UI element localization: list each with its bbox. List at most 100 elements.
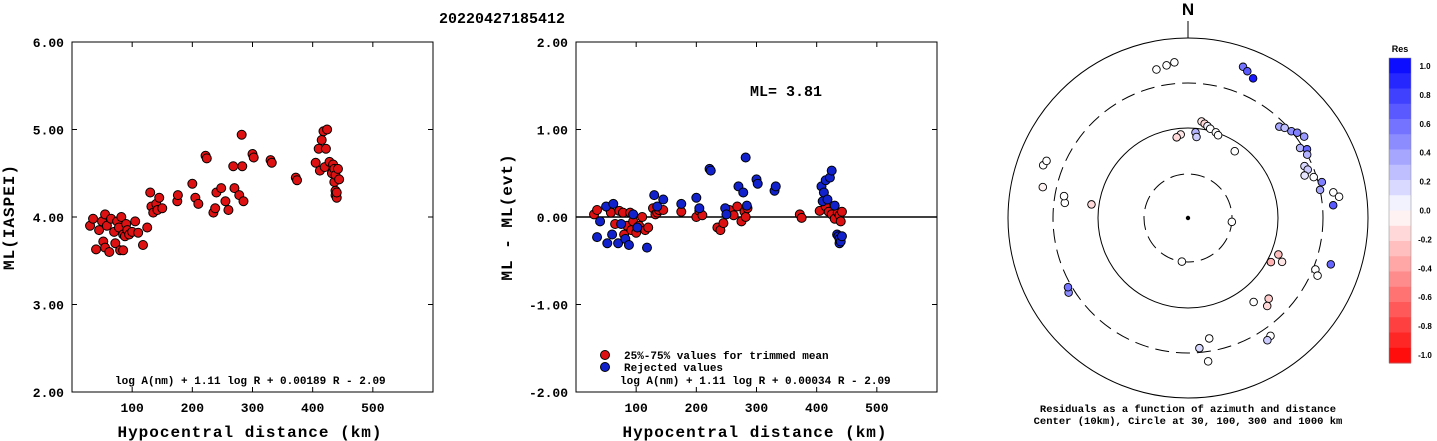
rejected-point [658,194,669,205]
data-point [332,163,343,174]
rejected-point [608,198,619,209]
y-tick-label: 4.00 [33,211,64,226]
trimmed-point [740,212,751,222]
data-point [310,157,321,168]
y-tick-label: -1.00 [529,299,568,314]
data-point [187,178,198,189]
station-point [1274,250,1283,259]
colorbar-swatch [1389,332,1411,349]
data-points [85,124,345,257]
colorbar-swatch [1389,73,1411,89]
magnitude-formula: log A(nm) + 1.11 log R + 0.00034 R - 2.0… [620,376,891,388]
station-point [1213,131,1223,140]
trimmed-point [592,205,603,215]
station-point [1329,188,1338,197]
rejected-point [691,192,702,203]
colorbar-tick-label: 0.6 [1419,120,1431,129]
data-point [316,135,327,145]
data-point [172,190,183,201]
residual-vs-distance-chart: -2.00 -1.00 0.00 1.00 2.00 100 200 300 400 500 M… [499,36,938,441]
legend-marker-trimmed [600,350,610,360]
x-tick-label: 300 [241,401,265,416]
station-point [1177,257,1187,266]
station-point [1170,58,1179,67]
rejected-point [613,238,624,249]
rejected-point [705,165,716,176]
data-point [331,187,342,198]
data-point [118,245,129,256]
station-point [1313,271,1322,280]
colorbar-swatches [1388,57,1412,364]
data-point [223,205,234,215]
y-tick-label: 2.00 [537,36,568,51]
colorbar-swatch [1389,286,1411,303]
rejected-point [607,229,618,240]
station-point [1334,192,1344,202]
station-point [1280,123,1289,133]
data-point [157,203,168,214]
ml-annotation: ML= 3.81 [750,84,822,101]
rejected-point [836,231,847,242]
colorbar-tick-label: -0.2 [1418,235,1432,244]
data-point [110,238,121,249]
station-point [1295,143,1305,153]
station-point [1262,301,1272,311]
station-point [1249,297,1258,307]
colorbar-swatch [1389,164,1411,181]
data-point [237,161,248,172]
data-point [229,183,240,194]
station-point [1292,128,1302,137]
x-tick-label: 100 [120,401,144,416]
data-point [216,183,227,194]
data-point [130,216,141,227]
colorbar-tick-label: 1.0 [1419,62,1431,71]
rejected-point [822,194,833,205]
rejected-point [721,209,732,220]
station-point [1266,257,1276,267]
data-point [220,196,231,207]
station-point [1315,185,1325,195]
rejected-point [602,238,613,249]
y-tick-label: 5.00 [33,124,64,139]
x-tick-label: 500 [361,401,385,416]
colorbar-swatch [1389,271,1411,288]
rejected-point [741,200,752,211]
station-point [1203,357,1213,366]
station-point [1059,191,1069,201]
residual-colorbar: Res 1.0 0.8 0.6 0.4 0.2 0.0 -0.2 -0.4 -0.6 -0.8 -1… [1388,44,1432,364]
rejected-point [623,240,634,250]
trimmed-point [637,212,648,222]
colorbar-swatch [1389,103,1411,120]
station-point [1243,66,1252,76]
ring-100km [1097,127,1279,309]
y-ticks: 2.00 3.00 4.00 5.00 6.00 [33,36,433,401]
data-point [94,225,105,236]
colorbar-frame [1388,57,1412,364]
colorbar-swatch [1389,210,1411,227]
y-tick-label: 1.00 [537,124,568,139]
colorbar-swatch [1389,180,1411,196]
x-tick-label: 200 [685,401,709,416]
magnitude-formula: log A(nm) + 1.11 log R + 0.00189 R - 2.0… [115,376,386,388]
colorbar-swatch [1389,225,1411,242]
station-point [1195,343,1204,353]
station-point [1317,177,1327,187]
x-tick-label: 300 [745,401,769,416]
colorbar-swatch [1389,88,1411,105]
rejected-point [632,222,643,233]
rejected-point [676,198,687,209]
rejected-point [628,209,639,220]
station-point [1277,257,1287,267]
rejected-point [829,200,840,211]
caption-line-2: Center (10km), Circle at 30, 100, 300 an… [1034,416,1343,428]
data-point [142,222,153,233]
y-ticks: -2.00 -1.00 0.00 1.00 2.00 [529,36,937,401]
x-tick-label: 200 [181,401,205,416]
data-point [228,161,239,172]
data-point [322,124,333,135]
trimmed-point [718,218,729,229]
colorbar-tick-label: 0.4 [1419,149,1431,158]
ring-300km [1052,82,1324,354]
colorbar-swatch [1389,134,1411,150]
y-tick-label: 2.00 [33,386,64,401]
